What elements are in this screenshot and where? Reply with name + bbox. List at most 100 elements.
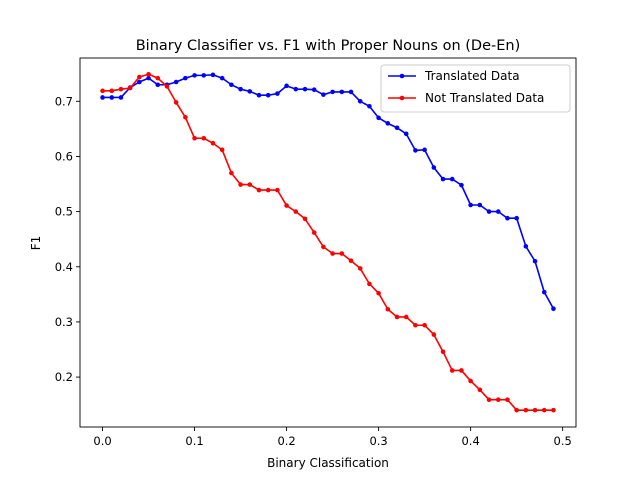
data-point [321,244,326,250]
data-point [192,135,197,141]
data-point [495,209,501,214]
data-point [183,75,188,81]
data-point [265,187,271,193]
data-point [523,407,529,413]
data-point [339,251,345,256]
data-point [137,79,142,85]
data-point [422,147,427,153]
data-point [339,89,345,95]
x-axis-label: Binary Classification [267,456,389,470]
data-point [413,322,418,328]
data-point [514,407,519,413]
data-point [183,114,188,120]
y-tick-label: 0.7 [55,94,73,108]
data-point [394,314,400,320]
data-point [385,306,391,312]
data-point [127,85,133,91]
data-point [541,407,547,413]
legend-swatch-marker [399,95,405,101]
data-point [357,99,363,104]
data-point [100,95,105,100]
data-point [431,165,437,170]
data-point [302,216,308,222]
data-point [449,176,455,182]
data-point [376,290,381,296]
data-point [100,88,105,94]
data-point [459,182,464,188]
data-point [523,244,529,249]
data-point [173,79,179,85]
data-point [449,368,455,373]
x-tick-label: 0.1 [185,434,203,448]
data-point [385,121,391,126]
data-point [532,407,538,413]
data-point [109,88,115,94]
data-point [422,322,427,328]
y-tick-label: 0.6 [55,149,73,163]
data-point [201,135,207,141]
data-point [532,258,538,264]
data-point [321,92,326,97]
data-point [229,82,234,88]
data-point [459,368,464,373]
data-point [394,125,400,131]
data-point [477,202,483,208]
data-point [118,86,124,92]
x-tick-label: 0.3 [369,434,387,448]
data-point [468,378,473,384]
legend: Translated Data Not Translated Data [380,64,571,113]
data-point [495,397,501,403]
data-point [210,72,216,78]
data-point [275,91,280,96]
data-point [265,92,271,98]
y-tick-label: 0.5 [55,205,73,219]
data-point [109,95,115,100]
legend-entry-label: Not Translated Data [425,91,544,105]
data-point [284,83,289,89]
legend-entry-label: Translated Data [424,69,520,83]
data-point [348,89,354,95]
data-point [477,387,483,393]
data-point [505,397,510,403]
data-point [229,170,234,176]
data-point [155,82,161,88]
data-point [431,332,437,337]
data-point [514,215,519,221]
data-point [201,73,207,78]
data-point [238,86,243,92]
data-point [413,148,418,153]
y-tick-label: 0.4 [55,260,73,274]
data-point [403,131,409,137]
data-point [403,314,409,320]
x-tick-label: 0.5 [554,434,572,448]
data-point [137,74,142,80]
data-point [247,182,253,187]
data-point [468,202,473,208]
data-point [293,209,299,214]
data-point [330,89,335,95]
data-point [551,407,556,413]
data-point [238,182,243,187]
data-point [311,230,317,235]
axes-frame [79,57,577,428]
data-point [367,103,372,109]
data-point [486,397,492,403]
legend-swatch-marker [399,73,405,79]
plot-area: 0.0 0.1 0.2 0.3 0.4 0.5 0.2 0.3 0.4 0.5 0.6 0.7 [55,57,577,448]
y-axis-label: F1 [29,236,43,251]
y-tick-label: 0.3 [55,315,73,329]
data-point [219,75,225,81]
x-tick-label: 0.2 [277,434,295,448]
data-point [367,281,372,287]
data-point [505,215,510,221]
data-point [486,209,492,214]
data-point [146,75,151,81]
data-point [293,86,299,92]
data-point [302,86,308,92]
data-point [330,251,335,256]
data-point [256,187,262,193]
data-point [219,147,225,153]
data-point [541,289,547,295]
